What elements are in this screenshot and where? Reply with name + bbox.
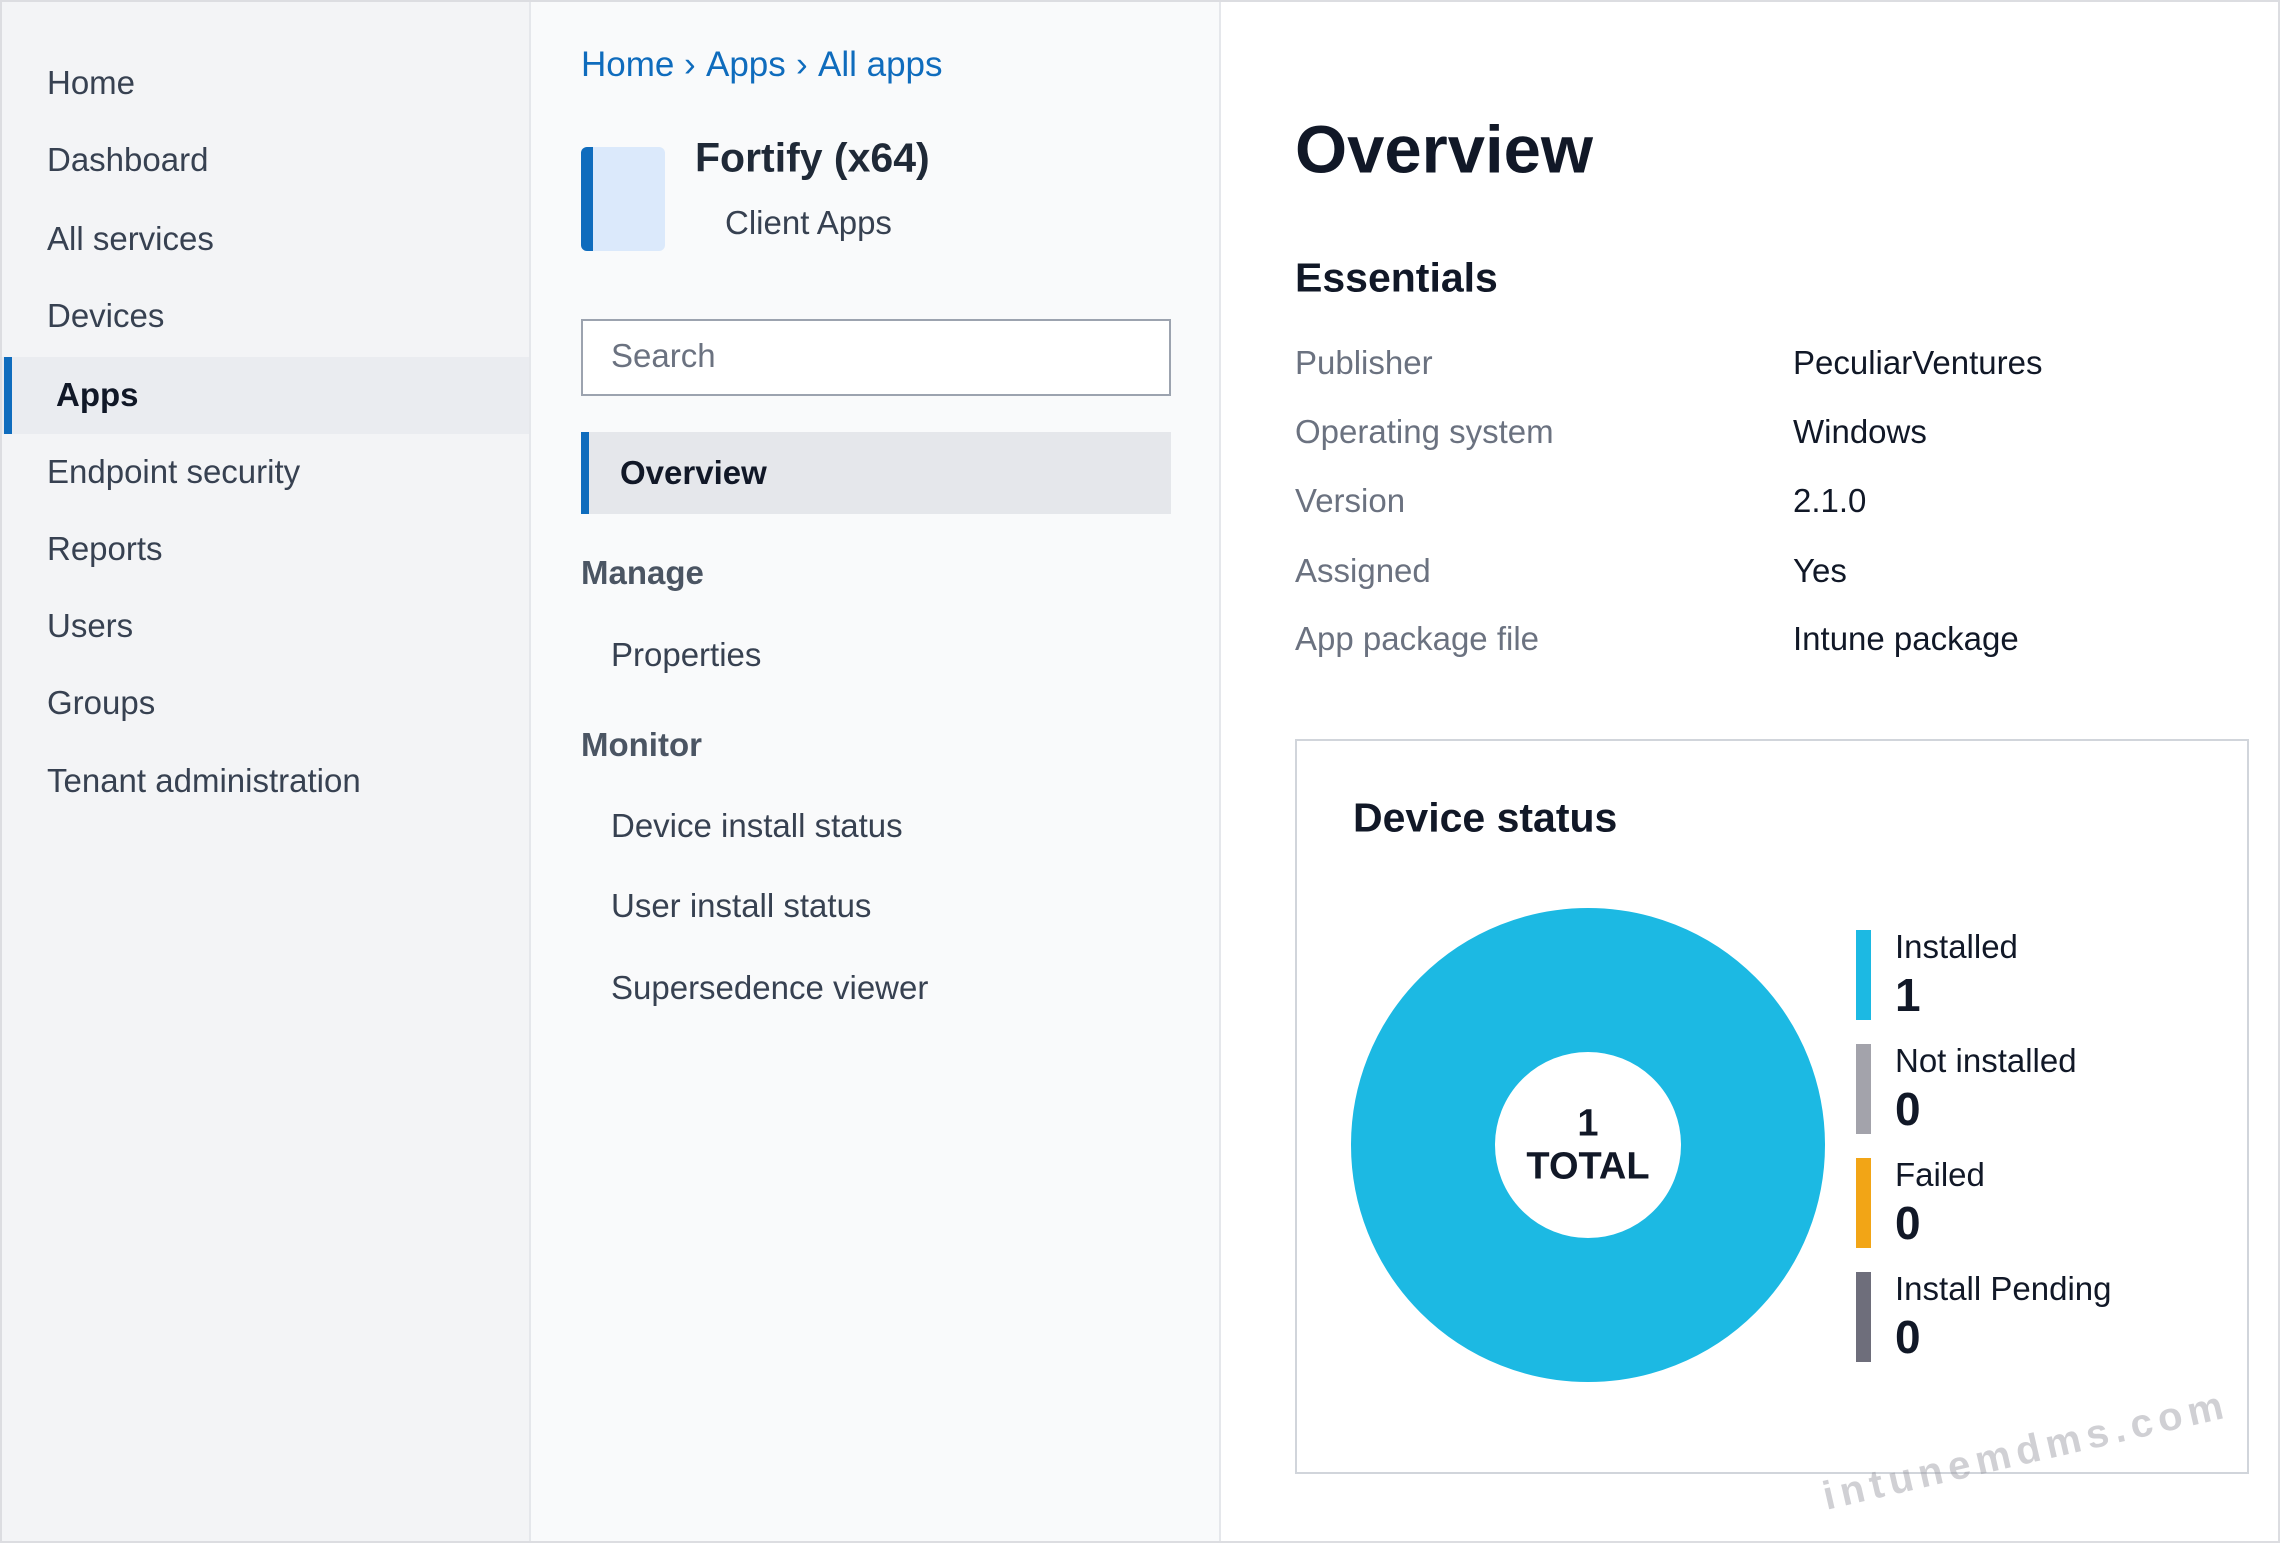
nav-item[interactable]: Groups — [47, 684, 156, 721]
menu-selected-bar — [581, 432, 589, 514]
legend-value: 1 — [1895, 969, 1921, 1021]
legend-swatch — [1856, 1158, 1871, 1248]
donut-total-label: TOTAL — [1526, 1145, 1650, 1188]
device-status-card — [1295, 739, 2249, 1474]
legend-value: 0 — [1895, 1311, 1921, 1363]
breadcrumb-link[interactable]: All apps — [818, 45, 943, 84]
breadcrumb-link[interactable]: Home — [581, 45, 675, 84]
essential-value: Intune package — [1793, 620, 2019, 657]
legend-value: 0 — [1895, 1083, 1921, 1135]
menu-section-title: Monitor — [581, 726, 702, 763]
page-title: Overview — [1295, 112, 1593, 188]
essential-label: Publisher — [1295, 344, 1433, 381]
legend-label: Installed — [1895, 928, 2018, 965]
nav-item[interactable]: Dashboard — [47, 141, 209, 178]
nav-selected-bg — [2, 357, 529, 434]
breadcrumb-link[interactable]: Apps — [706, 45, 786, 84]
donut-total: 1 — [1577, 1102, 1599, 1145]
app-menu-panel — [531, 2, 1221, 1541]
menu-section-title: Manage — [581, 554, 704, 591]
essential-value: Yes — [1793, 552, 1847, 589]
essential-label: Version — [1295, 482, 1406, 519]
legend-label: Failed — [1895, 1156, 1985, 1193]
menu-item[interactable]: Device install status — [611, 807, 903, 844]
nav-item[interactable]: Reports — [47, 530, 163, 567]
menu-item-selected[interactable]: Overview — [620, 454, 767, 491]
app-title: Fortify (x64) — [695, 134, 930, 181]
breadcrumb-separator: › — [796, 45, 808, 84]
essential-label: Operating system — [1295, 413, 1554, 450]
nav-selected-bar — [4, 357, 12, 434]
legend-value: 0 — [1895, 1197, 1921, 1249]
nav-item[interactable]: All services — [47, 220, 214, 257]
nav-item[interactable]: Users — [47, 607, 134, 644]
app-icon-bar — [581, 147, 593, 251]
menu-item[interactable]: Supersedence viewer — [611, 969, 929, 1006]
essential-value: 2.1.0 — [1793, 482, 1867, 519]
legend-label: Install Pending — [1895, 1270, 2112, 1307]
breadcrumb-separator: › — [684, 45, 696, 84]
essentials-title: Essentials — [1295, 254, 1498, 301]
nav-item[interactable]: Apps — [56, 376, 139, 413]
menu-item[interactable]: Properties — [611, 636, 762, 673]
legend-swatch — [1856, 930, 1871, 1020]
legend-label: Not installed — [1895, 1042, 2077, 1079]
card-title: Device status — [1353, 794, 1618, 841]
search-placeholder: Search — [611, 337, 716, 374]
essential-value: PeculiarVentures — [1793, 344, 2043, 381]
nav-item[interactable]: Home — [47, 64, 136, 101]
nav-item[interactable]: Endpoint security — [47, 453, 301, 490]
nav-item[interactable]: Tenant administration — [47, 762, 361, 799]
menu-item[interactable]: User install status — [611, 887, 872, 924]
essential-label: App package file — [1295, 620, 1540, 657]
app-icon — [581, 147, 665, 251]
essential-value: Windows — [1793, 413, 1927, 450]
legend-swatch — [1856, 1272, 1871, 1362]
search-box[interactable] — [581, 319, 1171, 396]
nav-item[interactable]: Devices — [47, 297, 165, 334]
app-subtitle: Client Apps — [725, 204, 892, 241]
essential-label: Assigned — [1295, 552, 1431, 589]
menu-selected-bg — [581, 432, 1171, 514]
sidebar — [2, 2, 531, 1541]
legend-swatch — [1856, 1044, 1871, 1134]
